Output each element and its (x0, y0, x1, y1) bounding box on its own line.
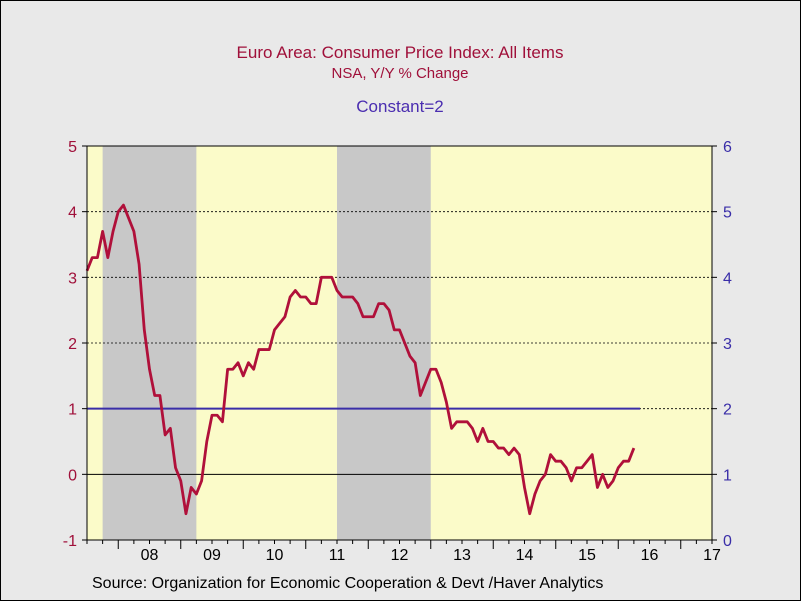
x-tick-label: 16 (641, 547, 659, 564)
series-lines (85, 203, 641, 516)
left-tick-label: 4 (68, 205, 77, 222)
right-tick-label: 4 (723, 270, 732, 287)
x-tick-label: 11 (329, 547, 346, 564)
left-tick-label: 3 (68, 270, 77, 287)
chart-subtitle: NSA, Y/Y % Change (331, 65, 468, 82)
x-tick-label: 13 (453, 547, 471, 564)
right-tick-label: 2 (723, 402, 732, 419)
right-tick-label: 0 (723, 533, 732, 550)
left-tick-label: 1 (68, 402, 77, 419)
x-tick-label: 15 (578, 547, 596, 564)
right-tick-label: 5 (723, 205, 732, 222)
x-tick-label: 14 (516, 547, 534, 564)
constant-legend-label: Constant=2 (356, 97, 443, 116)
x-tick-label: 10 (266, 547, 284, 564)
chart-title: Euro Area: Consumer Price Index: All Ite… (237, 43, 564, 62)
source-note: Source: Organization for Economic Cooper… (92, 575, 603, 592)
x-tick-label: 17 (703, 547, 721, 564)
left-tick-label: -1 (63, 533, 77, 550)
x-tick-label: 09 (203, 547, 221, 564)
right-tick-label: 3 (723, 336, 732, 353)
x-tick-label: 08 (141, 547, 159, 564)
right-tick-label: 1 (723, 467, 732, 484)
left-tick-label: 0 (68, 467, 77, 484)
series-line-cpi (85, 203, 636, 516)
left-tick-label: 2 (68, 336, 77, 353)
right-tick-label: 6 (723, 139, 732, 156)
plot-border (86, 145, 713, 541)
left-tick-label: 5 (68, 139, 77, 156)
x-tick-label: 12 (391, 547, 409, 564)
